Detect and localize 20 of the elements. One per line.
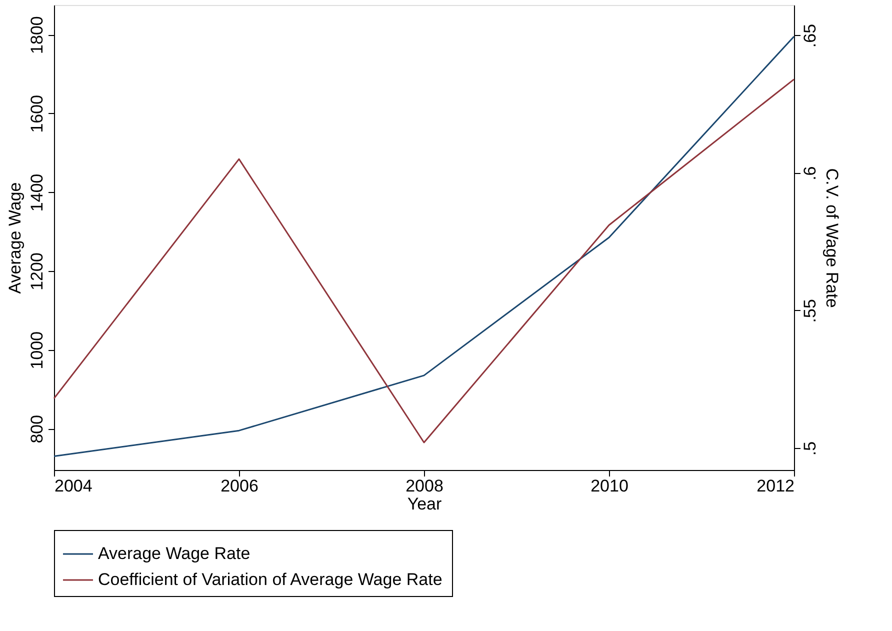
x-axis-title: Year — [407, 494, 442, 514]
x-tick-label: 2012 — [756, 476, 794, 496]
y-tick-label: 1000 — [28, 331, 46, 370]
y2-axis-title: C.V. of Wage Rate — [822, 168, 842, 308]
y-tick-label: 1800 — [28, 16, 46, 54]
y2-tick-label: .5 — [800, 441, 820, 456]
y2-tick-label: .65 — [800, 24, 820, 48]
x-tick-label: 2006 — [220, 476, 258, 496]
legend-label: Average Wage Rate — [98, 544, 250, 563]
y-tick-label: 800 — [28, 414, 46, 444]
y2-tick-label: .6 — [800, 166, 820, 180]
x-tick-label: 2010 — [590, 476, 628, 496]
y-tick-label: 1400 — [28, 174, 46, 212]
x-tick-label: 2004 — [54, 476, 92, 496]
x-tick-label: 2008 — [406, 476, 444, 496]
legend-label: Coefficient of Variation of Average Wage Rate — [98, 570, 442, 589]
y2-tick-label: .55 — [800, 299, 820, 323]
y-axis-title: Average Wage — [6, 182, 24, 294]
y-tick-label: 1600 — [28, 94, 46, 133]
y-tick-label: 1200 — [28, 252, 46, 290]
